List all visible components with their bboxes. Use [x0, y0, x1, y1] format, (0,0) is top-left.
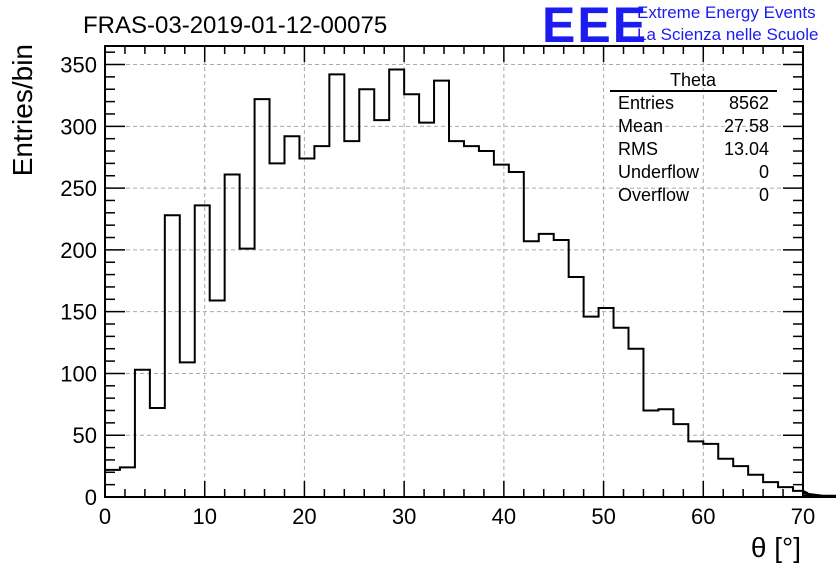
y-tick-label: 50	[73, 423, 97, 448]
histogram-step-line	[104, 68, 836, 498]
y-axis-ticks: 0 50 100 150 200 250 300 350	[60, 51, 803, 510]
y-tick-label: 350	[60, 53, 97, 78]
stats-row-label: Underflow	[618, 162, 700, 182]
stats-row-value: 27.58	[724, 116, 769, 136]
eee-logo: EEE Extreme Energy Events La Scienza nel…	[542, 0, 818, 53]
x-tick-label: 10	[192, 504, 216, 529]
x-tick-label: 70	[791, 504, 815, 529]
eee-logo-line2: La Scienza nelle Scuole	[637, 25, 818, 44]
y-tick-label: 150	[60, 300, 97, 325]
x-tick-label: 50	[591, 504, 615, 529]
plot-frame	[104, 45, 804, 498]
x-tick-label: 0	[99, 504, 111, 529]
stats-row-label: Overflow	[618, 185, 690, 205]
stats-row-label: Mean	[618, 116, 663, 136]
stats-title: Theta	[670, 70, 717, 90]
x-tick-label: 60	[691, 504, 715, 529]
x-axis-ticks: 0 10 20 30 40 50 60 70	[99, 46, 815, 529]
y-axis-label: Entries/bin	[7, 44, 38, 176]
stats-row-label: Entries	[618, 93, 674, 113]
stats-row-value: 0	[759, 185, 769, 205]
y-tick-label: 100	[60, 361, 97, 386]
eee-logo-line1: Extreme Energy Events	[637, 3, 816, 22]
y-tick-label: 250	[60, 176, 97, 201]
grid-lines	[105, 46, 803, 497]
y-tick-label: 200	[60, 238, 97, 263]
x-axis-label: θ [°]	[751, 532, 801, 563]
stats-box: Theta Entries 8562 Mean 27.58 RMS 13.04 Underf…	[610, 70, 777, 205]
stats-row-label: RMS	[618, 139, 658, 159]
eee-logo-mark: EEE	[542, 0, 648, 53]
stats-row-value: 0	[759, 162, 769, 182]
x-tick-label: 20	[292, 504, 316, 529]
stats-row-value: 13.04	[724, 139, 769, 159]
y-tick-label: 0	[85, 485, 97, 510]
y-tick-label: 300	[60, 114, 97, 139]
x-tick-label: 30	[392, 504, 416, 529]
chart-title: FRAS-03-2019-01-12-00075	[83, 12, 387, 39]
stats-row-value: 8562	[729, 93, 769, 113]
x-tick-label: 40	[492, 504, 516, 529]
